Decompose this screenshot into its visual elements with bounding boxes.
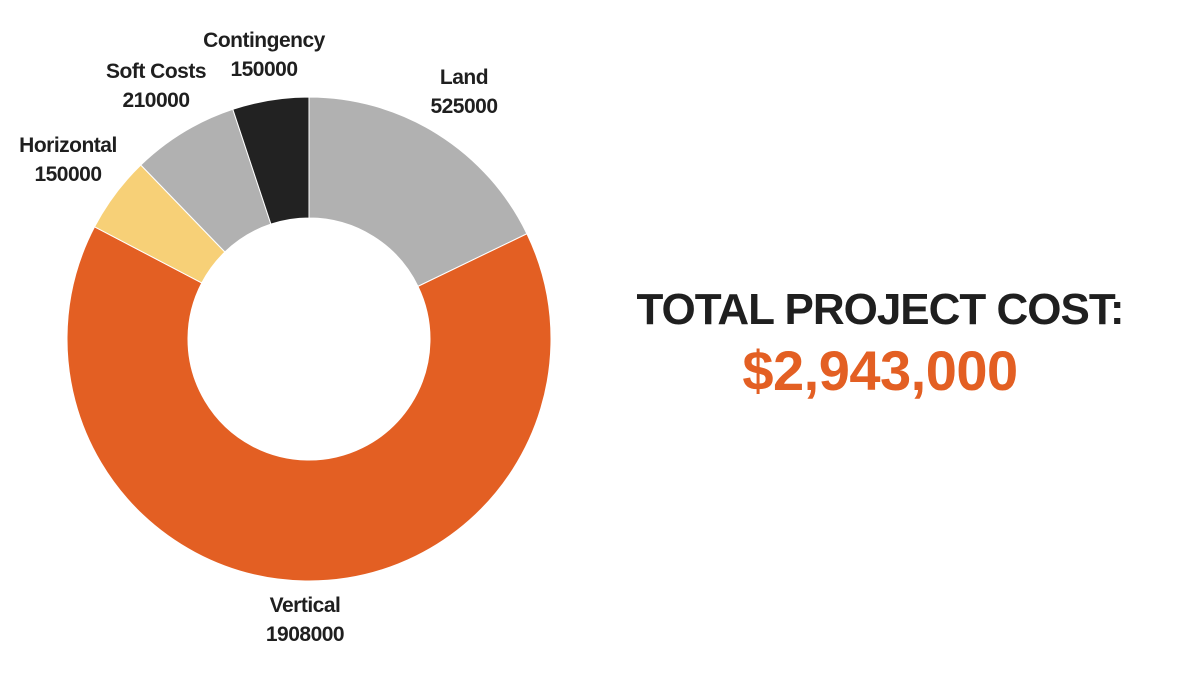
data-label-horizontal: Horizontal 150000 bbox=[19, 134, 117, 186]
donut-slices bbox=[66, 96, 552, 582]
data-label-value: 150000 bbox=[34, 163, 101, 186]
data-label-soft-costs: Soft Costs 210000 bbox=[106, 60, 206, 112]
data-label-value: 525000 bbox=[430, 95, 497, 118]
data-label-value: 1908000 bbox=[266, 623, 344, 646]
data-label-value: 150000 bbox=[230, 58, 297, 81]
data-label-value: 210000 bbox=[122, 89, 189, 112]
data-label-name: Soft Costs bbox=[106, 60, 206, 83]
total-value: $2,943,000 bbox=[742, 339, 1018, 402]
data-label-name: Vertical bbox=[270, 594, 341, 617]
slice-contingency bbox=[232, 96, 310, 225]
data-label-vertical: Vertical 1908000 bbox=[266, 594, 344, 646]
data-label-name: Contingency bbox=[203, 29, 325, 52]
slice-land bbox=[308, 96, 528, 288]
slice-vertical bbox=[66, 226, 552, 582]
data-label-name: Horizontal bbox=[19, 134, 117, 157]
total-summary: TOTAL PROJECT COST: $2,943,000 bbox=[620, 282, 1140, 404]
donut-chart: Land 525000 Vertical 1908000 Horizontal 15000… bbox=[19, 29, 552, 646]
data-label-land: Land 525000 bbox=[430, 66, 497, 118]
data-label-name: Land bbox=[440, 66, 488, 89]
donut-labels: Land 525000 Vertical 1908000 Horizontal 15000… bbox=[19, 29, 498, 646]
data-label-contingency: Contingency 150000 bbox=[203, 29, 325, 81]
total-label: TOTAL PROJECT COST: bbox=[636, 285, 1124, 334]
